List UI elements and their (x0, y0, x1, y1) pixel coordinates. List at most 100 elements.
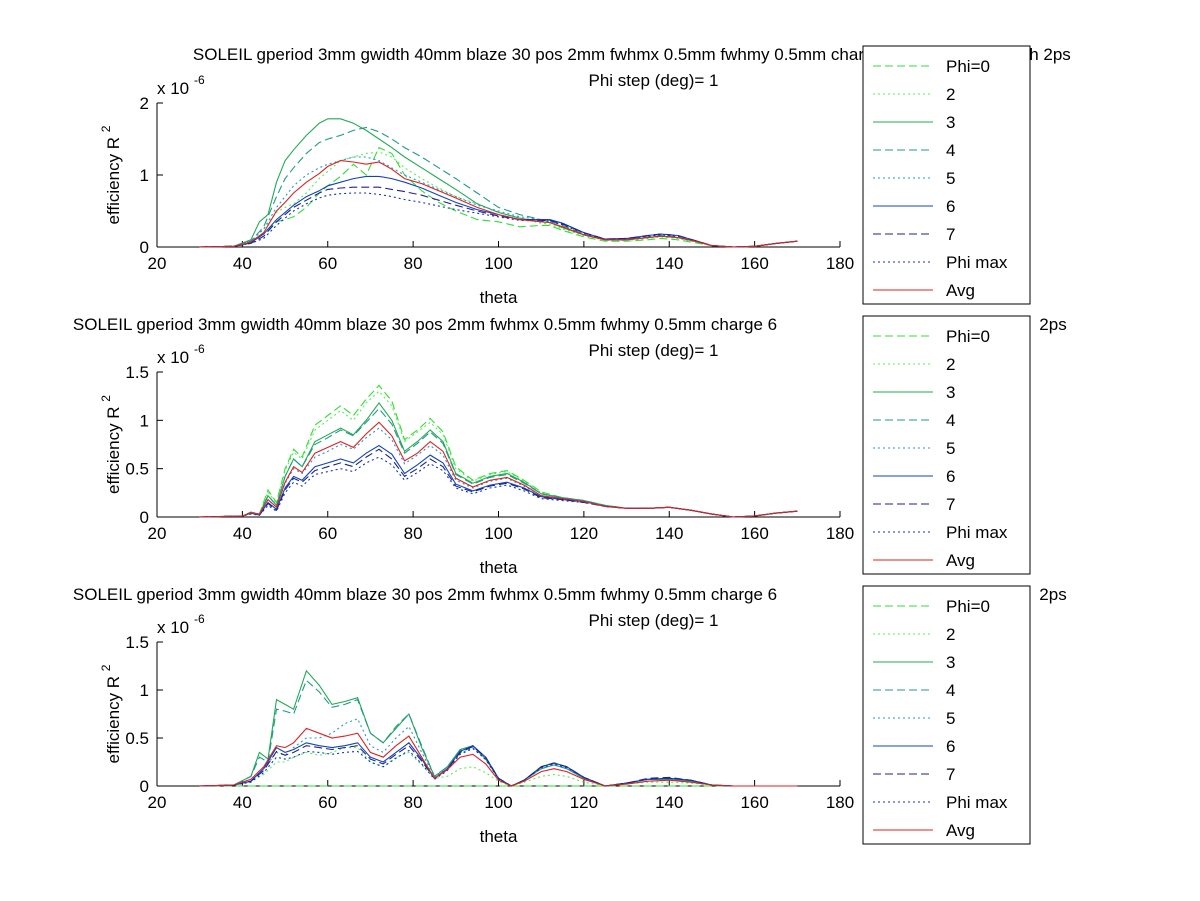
legend-box (862, 585, 1031, 845)
x-tick-label: 40 (233, 524, 252, 543)
y-tick-label: 0 (140, 238, 149, 257)
x-tick-label: 20 (148, 524, 167, 543)
legend-label-5: 5 (946, 439, 955, 458)
x-tick-label: 120 (570, 254, 598, 273)
series-line-9 (199, 421, 798, 518)
legend-box (862, 45, 1031, 305)
chart-title-tail: h 2ps (1029, 45, 1071, 64)
series-line-5 (199, 427, 798, 518)
y-exponent-superscript: -6 (194, 73, 205, 87)
x-tick-label: 60 (318, 793, 337, 812)
chart-panel-2: 20 40 60 80 100 120 140 160 180 0 0.5 1 1.5 x 10 -6 the… (73, 315, 1067, 577)
legend-label-9: Avg (946, 281, 975, 300)
y-tick-label: 0 (140, 777, 149, 796)
x-tick-label: 160 (740, 254, 768, 273)
x-tick-label: 100 (484, 254, 512, 273)
series-group (199, 384, 798, 518)
series-group (199, 669, 798, 787)
y-exponent-label: x 10 (157, 348, 189, 367)
legend-label-5: 5 (946, 169, 955, 188)
legend-label-3: 3 (946, 113, 955, 132)
x-tick-label: 140 (655, 793, 683, 812)
y-axis-label: efficiency R 2 (99, 125, 123, 224)
legend-label-4: 4 (946, 681, 955, 700)
legend-box (862, 315, 1031, 575)
chart-title: SOLEIL gperiod 3mm gwidth 40mm blaze 30 … (73, 315, 777, 334)
legend-label-3: 3 (946, 653, 955, 672)
x-tick-label: 40 (233, 254, 252, 273)
y-tick-label: 1.5 (125, 633, 149, 652)
chart-title: SOLEIL gperiod 3mm gwidth 40mm blaze 30 … (193, 45, 897, 64)
series-line-4 (199, 126, 798, 248)
legend-label-6: 6 (946, 197, 955, 216)
y-tick-label: 2 (140, 94, 149, 113)
x-tick-label: 60 (318, 254, 337, 273)
legend-label-1: Phi=0 (946, 327, 990, 346)
x-tick-label: 180 (826, 524, 854, 543)
legend-label-7: 7 (946, 225, 955, 244)
x-tick-label: 160 (740, 793, 768, 812)
legend: Phi=0 2 3 4 5 6 7 Phi max Avg (862, 585, 1031, 845)
chart-subtitle: Phi step (deg)= 1 (589, 611, 719, 630)
x-axis-label: theta (480, 558, 518, 577)
series-line-6 (199, 742, 798, 787)
x-tick-label: 60 (318, 524, 337, 543)
legend-label-6: 6 (946, 467, 955, 486)
x-tick-label: 140 (655, 524, 683, 543)
series-line-6 (199, 175, 798, 248)
series-line-9 (199, 727, 798, 787)
series-line-1 (199, 384, 798, 518)
x-tick-label: 80 (404, 254, 423, 273)
series-line-5 (199, 718, 798, 787)
legend-label-4: 4 (946, 411, 955, 430)
series-line-8 (199, 747, 798, 787)
x-axis-label: theta (480, 288, 518, 307)
x-tick-label: 80 (404, 524, 423, 543)
chart-title: SOLEIL gperiod 3mm gwidth 40mm blaze 30 … (73, 585, 777, 604)
chart-subtitle: Phi step (deg)= 1 (589, 71, 719, 90)
y-exponent-superscript: -6 (194, 612, 205, 626)
x-tick-label: 40 (233, 793, 252, 812)
series-line-4 (199, 679, 798, 787)
x-tick-label: 100 (484, 793, 512, 812)
y-exponent-superscript: -6 (194, 342, 205, 356)
x-tick-label: 120 (570, 793, 598, 812)
series-group (199, 118, 798, 248)
legend-label-7: 7 (946, 495, 955, 514)
x-tick-label: 20 (148, 793, 167, 812)
y-exponent-label: x 10 (157, 618, 189, 637)
legend-label-2: 2 (946, 85, 955, 104)
series-line-5 (199, 156, 798, 248)
chart-title-tail: 2ps (1039, 315, 1066, 334)
legend-label-1: Phi=0 (946, 57, 990, 76)
legend-label-1: Phi=0 (946, 597, 990, 616)
chart-panel-3: 20 40 60 80 100 120 140 160 180 0 0.5 1 1.5 x 10 -6 the… (73, 585, 1067, 846)
legend-label-9: Avg (946, 821, 975, 840)
series-line-4 (199, 407, 798, 518)
legend-label-6: 6 (946, 737, 955, 756)
x-tick-label: 120 (570, 524, 598, 543)
y-tick-label: 0 (140, 508, 149, 527)
legend-label-9: Avg (946, 551, 975, 570)
y-exponent-label: x 10 (157, 79, 189, 98)
x-tick-label: 180 (826, 254, 854, 273)
y-tick-label: 1 (140, 166, 149, 185)
series-line-2 (199, 151, 798, 248)
legend-label-3: 3 (946, 383, 955, 402)
series-line-1 (199, 146, 798, 248)
x-tick-label: 20 (148, 254, 167, 273)
legend-label-8: Phi max (946, 793, 1008, 812)
series-line-9 (199, 160, 798, 248)
x-tick-label: 80 (404, 793, 423, 812)
series-line-8 (199, 192, 798, 248)
x-tick-label: 160 (740, 524, 768, 543)
y-tick-label: 0.5 (125, 729, 149, 748)
series-line-7 (199, 744, 798, 787)
legend: Phi=0 2 3 4 5 6 7 Phi max Avg (862, 45, 1031, 305)
y-tick-label: 1.5 (125, 363, 149, 382)
series-line-3 (199, 669, 798, 787)
legend-label-2: 2 (946, 355, 955, 374)
legend-label-5: 5 (946, 709, 955, 728)
chart-subtitle: Phi step (deg)= 1 (589, 341, 719, 360)
legend-label-7: 7 (946, 765, 955, 784)
